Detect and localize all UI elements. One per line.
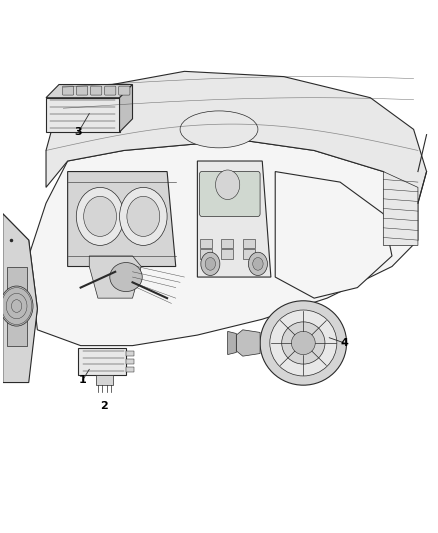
Polygon shape (46, 98, 120, 132)
Circle shape (201, 252, 220, 276)
Circle shape (205, 257, 215, 270)
Polygon shape (46, 85, 133, 98)
Bar (221, 239, 233, 248)
Polygon shape (383, 172, 418, 245)
Bar (200, 249, 212, 259)
FancyBboxPatch shape (77, 86, 88, 95)
Text: 3: 3 (74, 127, 82, 137)
Polygon shape (7, 266, 27, 345)
Bar (221, 249, 233, 259)
FancyBboxPatch shape (91, 86, 102, 95)
Circle shape (0, 286, 33, 326)
FancyBboxPatch shape (63, 86, 74, 95)
Bar (126, 359, 134, 364)
Ellipse shape (260, 301, 346, 385)
Bar (243, 239, 255, 248)
FancyBboxPatch shape (119, 86, 130, 95)
Polygon shape (228, 332, 236, 354)
Circle shape (253, 257, 263, 270)
Ellipse shape (110, 263, 142, 292)
Ellipse shape (180, 111, 258, 148)
Polygon shape (67, 172, 176, 266)
Polygon shape (29, 140, 418, 345)
Polygon shape (120, 85, 133, 132)
Circle shape (120, 188, 167, 245)
Polygon shape (78, 348, 126, 375)
Ellipse shape (291, 332, 315, 354)
FancyBboxPatch shape (105, 86, 116, 95)
Polygon shape (46, 71, 427, 203)
Circle shape (215, 170, 240, 199)
Circle shape (127, 196, 160, 237)
Bar (243, 249, 255, 259)
Polygon shape (275, 172, 392, 298)
Polygon shape (236, 330, 260, 356)
Polygon shape (89, 256, 141, 298)
Ellipse shape (270, 310, 337, 376)
FancyBboxPatch shape (200, 172, 260, 216)
Bar (126, 367, 134, 372)
Polygon shape (198, 161, 271, 277)
Bar (126, 351, 134, 356)
Circle shape (76, 188, 124, 245)
Polygon shape (3, 214, 37, 383)
Circle shape (248, 252, 268, 276)
Circle shape (84, 196, 117, 237)
Text: 1: 1 (79, 375, 87, 385)
Polygon shape (96, 375, 113, 385)
Bar (200, 239, 212, 248)
Polygon shape (3, 214, 37, 372)
Ellipse shape (282, 322, 325, 364)
Text: 2: 2 (101, 401, 108, 411)
Text: 4: 4 (340, 338, 348, 348)
